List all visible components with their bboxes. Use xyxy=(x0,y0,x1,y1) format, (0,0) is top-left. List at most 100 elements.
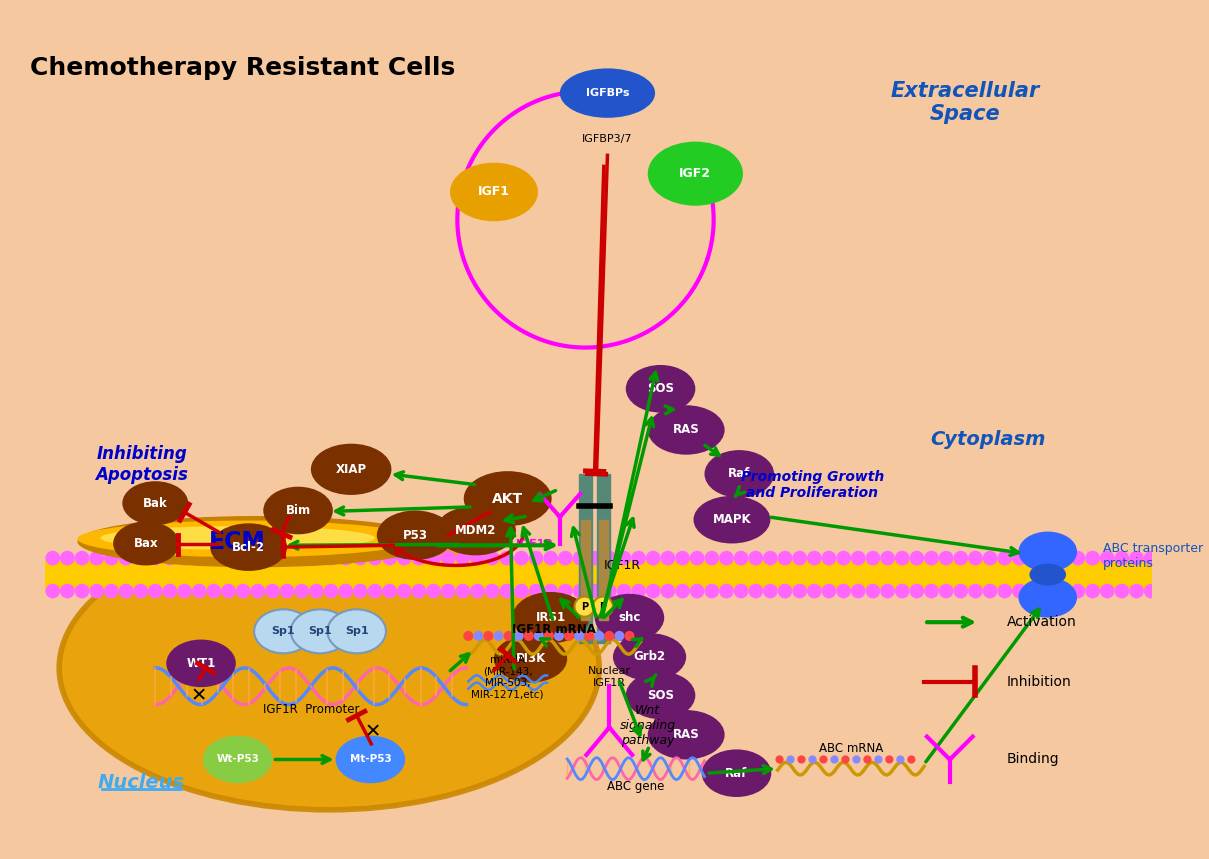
Circle shape xyxy=(543,584,559,599)
Text: RAS: RAS xyxy=(672,423,700,436)
Circle shape xyxy=(397,551,411,565)
Text: XIAP: XIAP xyxy=(336,463,366,476)
Text: Wnt
signaling
pathway: Wnt signaling pathway xyxy=(620,704,676,747)
Circle shape xyxy=(806,551,822,565)
Circle shape xyxy=(528,551,543,565)
Text: IGF1R  Promoter: IGF1R Promoter xyxy=(262,703,359,716)
Text: MDM2: MDM2 xyxy=(455,524,497,537)
Circle shape xyxy=(851,551,866,565)
Circle shape xyxy=(46,584,60,599)
Circle shape xyxy=(660,584,675,599)
Text: ✕: ✕ xyxy=(191,685,208,705)
Circle shape xyxy=(178,551,192,565)
Circle shape xyxy=(1026,584,1041,599)
Circle shape xyxy=(162,584,178,599)
Text: ABC transporter
proteins: ABC transporter proteins xyxy=(1103,542,1203,570)
Circle shape xyxy=(748,551,763,565)
Circle shape xyxy=(295,551,310,565)
Bar xyxy=(600,520,608,620)
Circle shape xyxy=(485,584,499,599)
Circle shape xyxy=(563,631,574,641)
Ellipse shape xyxy=(595,594,664,642)
Ellipse shape xyxy=(254,609,313,654)
Circle shape xyxy=(624,631,635,641)
Circle shape xyxy=(831,755,839,764)
Circle shape xyxy=(734,551,748,565)
Text: Bak: Bak xyxy=(143,497,168,509)
Ellipse shape xyxy=(77,521,416,557)
Circle shape xyxy=(1086,551,1100,565)
Circle shape xyxy=(250,551,265,565)
Circle shape xyxy=(162,551,178,565)
Circle shape xyxy=(954,551,968,565)
Circle shape xyxy=(909,584,924,599)
Text: Cytoplasm: Cytoplasm xyxy=(931,430,1046,448)
Ellipse shape xyxy=(694,496,770,544)
Circle shape xyxy=(602,584,617,599)
Circle shape xyxy=(1041,584,1055,599)
Circle shape xyxy=(104,584,118,599)
Circle shape xyxy=(499,584,514,599)
Circle shape xyxy=(705,551,719,565)
Circle shape xyxy=(837,551,851,565)
Circle shape xyxy=(353,551,368,565)
Circle shape xyxy=(690,584,705,599)
Circle shape xyxy=(646,584,660,599)
Circle shape xyxy=(617,584,631,599)
Text: Sp1: Sp1 xyxy=(272,626,295,637)
Circle shape xyxy=(133,551,147,565)
Circle shape xyxy=(939,551,954,565)
Ellipse shape xyxy=(648,142,744,205)
Ellipse shape xyxy=(336,735,405,783)
Text: WT1: WT1 xyxy=(186,657,215,670)
Text: Chemotherapy Resistant Cells: Chemotherapy Resistant Cells xyxy=(29,57,455,81)
Circle shape xyxy=(89,551,104,565)
Text: RAS: RAS xyxy=(672,728,700,741)
Circle shape xyxy=(806,584,822,599)
Circle shape xyxy=(574,631,584,641)
Text: SOS: SOS xyxy=(647,382,675,395)
Circle shape xyxy=(221,551,236,565)
Ellipse shape xyxy=(377,510,453,560)
Circle shape xyxy=(353,584,368,599)
Circle shape xyxy=(592,596,613,617)
Ellipse shape xyxy=(648,405,724,454)
Bar xyxy=(597,474,611,643)
Circle shape xyxy=(463,631,474,641)
Text: Promoting Growth
and Proliferation: Promoting Growth and Proliferation xyxy=(741,470,884,500)
Circle shape xyxy=(1144,584,1158,599)
Circle shape xyxy=(690,551,705,565)
Circle shape xyxy=(559,584,573,599)
Circle shape xyxy=(1071,584,1086,599)
Circle shape xyxy=(368,551,382,565)
Ellipse shape xyxy=(328,609,386,654)
Circle shape xyxy=(411,551,427,565)
Text: Grb2: Grb2 xyxy=(634,650,666,663)
Circle shape xyxy=(822,584,837,599)
Circle shape xyxy=(820,755,828,764)
Text: P: P xyxy=(582,601,588,612)
Circle shape xyxy=(382,551,397,565)
Circle shape xyxy=(863,755,872,764)
Circle shape xyxy=(1115,584,1129,599)
Circle shape xyxy=(1144,551,1158,565)
Circle shape xyxy=(279,584,295,599)
Circle shape xyxy=(493,631,504,641)
Text: IGF1: IGF1 xyxy=(478,186,510,198)
Ellipse shape xyxy=(450,162,538,222)
Circle shape xyxy=(1012,551,1026,565)
Circle shape xyxy=(484,631,493,641)
Circle shape xyxy=(207,551,221,565)
Text: MAPK: MAPK xyxy=(712,513,751,527)
Circle shape xyxy=(866,551,880,565)
Ellipse shape xyxy=(203,735,272,783)
Circle shape xyxy=(775,755,783,764)
Text: Wt-P53: Wt-P53 xyxy=(216,754,259,765)
Text: IGFBPs: IGFBPs xyxy=(585,88,629,98)
Circle shape xyxy=(60,584,75,599)
Circle shape xyxy=(559,551,573,565)
Circle shape xyxy=(660,551,675,565)
Circle shape xyxy=(534,631,544,641)
Text: Sp1: Sp1 xyxy=(345,626,369,637)
Circle shape xyxy=(207,584,221,599)
